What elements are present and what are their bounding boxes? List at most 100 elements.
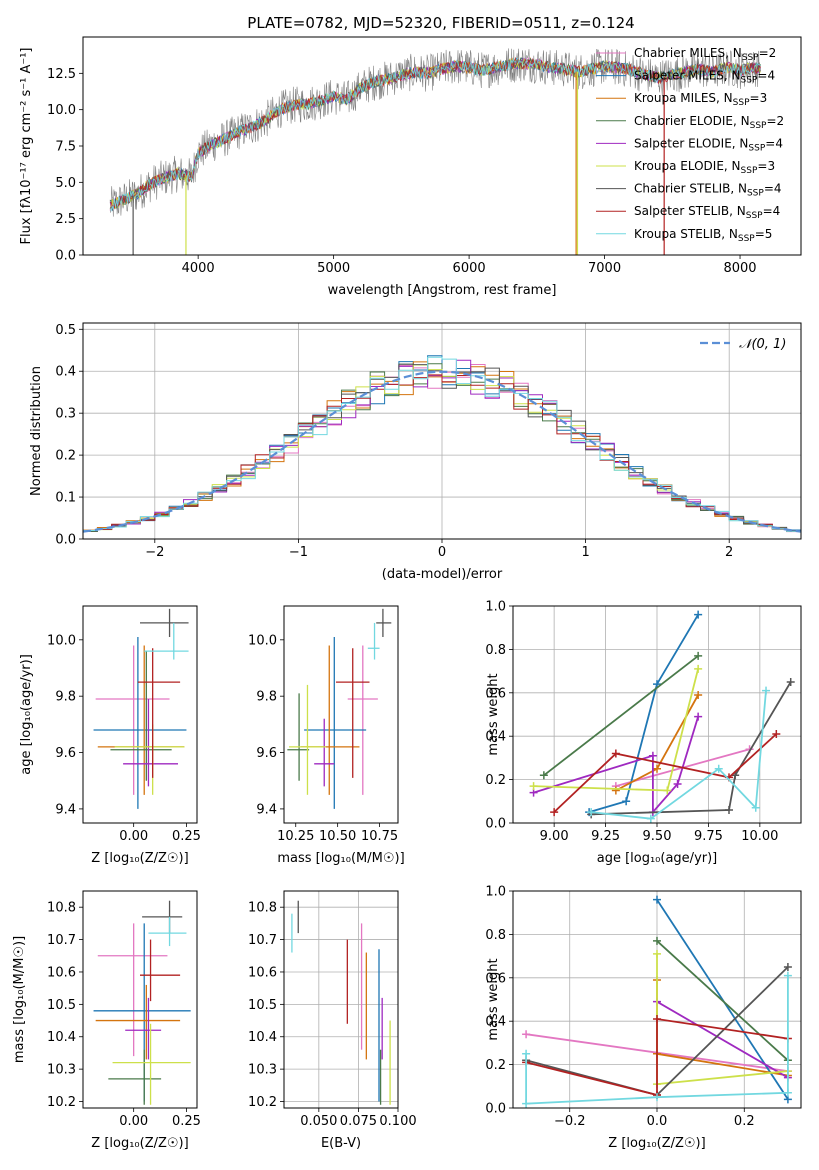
legend-entry: Chabrier STELIB, NSSP=4 xyxy=(596,182,782,199)
x-tick-label: 10.00 xyxy=(741,829,778,844)
y-tick-label: 10.3 xyxy=(248,1063,277,1078)
x-axis-label: E(B-V) xyxy=(321,1136,361,1151)
x-axis-label: (data-model)/error xyxy=(382,567,503,582)
plus-marker xyxy=(694,610,703,619)
plus-marker xyxy=(786,677,795,686)
plus-marker xyxy=(725,805,733,814)
error-bar-point xyxy=(123,699,178,787)
y-axis-label: mass weight xyxy=(486,673,501,755)
y-tick-label: 10.2 xyxy=(248,1095,277,1110)
mass-weight-line-salpeter-stelib xyxy=(553,733,777,813)
y-tick-label: 5.0 xyxy=(55,176,76,191)
plus-marker xyxy=(611,786,620,795)
error-bar-point xyxy=(144,622,189,660)
plus-marker xyxy=(694,651,703,660)
axes-frame xyxy=(82,890,198,1109)
error-bar-point xyxy=(95,645,170,795)
chart-age-vs-mass: 10.25 10.50 10.75 9.4 9.6 9.8 10.0 mass [log₁₀(… xyxy=(248,605,405,866)
legend-entry: Salpeter MILES, NSSP=4 xyxy=(596,69,775,86)
y-tick-label: 0.0 xyxy=(485,1102,506,1117)
legend-label: Salpeter MILES, NSSP=4 xyxy=(634,69,775,86)
axes-frame xyxy=(283,890,399,1109)
legend-entry: 𝒩(0, 1) xyxy=(700,337,786,352)
plus-marker xyxy=(694,690,703,699)
x-axis-label: Z [log₁₀(Z/Z☉)] xyxy=(91,1136,188,1151)
plus-marker xyxy=(653,936,661,945)
legend-label: Salpeter ELODIE, NSSP=4 xyxy=(634,136,783,153)
x-tick-label: −2 xyxy=(145,545,164,560)
y-tick-label: 10.8 xyxy=(47,901,76,916)
error-bar-point xyxy=(140,608,189,637)
y-tick-label: 0.4 xyxy=(55,365,76,380)
y-tick-label: 10.5 xyxy=(248,998,277,1013)
plus-marker xyxy=(783,971,792,980)
y-axis-label: Flux [fλ10⁻¹⁷ erg cm⁻² s⁻¹ A⁻¹] xyxy=(19,48,34,245)
error-bar-point xyxy=(376,608,392,637)
x-tick-label: 0.0 xyxy=(647,1114,668,1129)
y-tick-label: 1.0 xyxy=(485,600,506,615)
y-tick-label: 0.8 xyxy=(485,643,506,658)
error-bar-point xyxy=(287,693,310,781)
legend-entry: Kroupa MILES, NSSP=3 xyxy=(596,91,767,108)
x-axis-label: age [log₁₀(age/yr)] xyxy=(597,851,718,866)
plus-marker xyxy=(694,664,703,673)
x-tick-label: 0.2 xyxy=(734,1114,755,1129)
x-tick-label: 9.00 xyxy=(540,829,569,844)
error-bar-point xyxy=(108,1049,162,1105)
plus-marker xyxy=(783,1088,792,1097)
y-tick-label: 0.2 xyxy=(485,1058,506,1073)
x-axis-label: mass [log₁₀(M/M☉)] xyxy=(277,851,404,866)
legend-label: Kroupa STELIB, NSSP=5 xyxy=(634,227,772,244)
plus-marker xyxy=(653,895,661,904)
x-tick-label: 0.100 xyxy=(379,1114,416,1129)
plus-marker xyxy=(611,749,620,758)
plus-marker xyxy=(772,730,781,739)
plus-marker xyxy=(694,712,703,721)
x-tick-label: 0.075 xyxy=(340,1114,377,1129)
plus-marker xyxy=(783,962,792,971)
mass-weight-line-chabrier-elodie xyxy=(543,655,699,777)
chart-mass-vs-ebv: 0.050 0.075 0.100 10.2 10.3 10.4 10.5 10.6 10.7 1… xyxy=(248,890,417,1151)
x-tick-label: 0.00 xyxy=(119,1114,148,1129)
mass-weight-line-chabrier-elodie xyxy=(656,940,789,1061)
y-tick-label: 10.4 xyxy=(47,1030,76,1045)
error-bar-point xyxy=(125,997,162,1060)
x-tick-label: 9.50 xyxy=(643,829,672,844)
y-tick-label: 9.4 xyxy=(256,802,277,817)
chart-mass-weight-vs-age: 9.00 9.25 9.50 9.75 10.00 0.0 0.2 0.4 0.6 0.8 1.0 a… xyxy=(485,600,802,866)
chart-residual-histogram: −2 −1 0 1 2 0.0 0.1 0.2 0.3 0.4 0.5 (data-model)/er… xyxy=(29,322,802,582)
plus-marker xyxy=(653,949,661,958)
histogram-plot-area xyxy=(83,355,801,533)
plus-marker xyxy=(673,779,682,788)
mass-weight-vs-metallicity-plot-area xyxy=(522,895,792,1108)
y-axis-label: mass weight xyxy=(486,958,501,1040)
legend-label: Chabrier STELIB, NSSP=4 xyxy=(634,182,782,199)
spectrum-plot-area xyxy=(109,48,761,255)
plus-marker xyxy=(529,782,538,791)
plus-marker xyxy=(663,786,672,795)
y-tick-label: 10.8 xyxy=(248,901,277,916)
model-spectrum-line-kroupa-stelib xyxy=(109,57,761,212)
y-tick-label: 0.6 xyxy=(485,686,506,701)
plus-marker xyxy=(522,1049,531,1058)
x-tick-label: 8000 xyxy=(723,261,756,276)
error-bar-point xyxy=(304,637,367,809)
x-tick-label: 10.25 xyxy=(277,829,314,844)
x-tick-label: 9.25 xyxy=(591,829,620,844)
normal-distribution-curve xyxy=(83,370,801,533)
y-tick-label: 0.2 xyxy=(55,449,76,464)
legend-entry: Chabrier MILES, NSSP=2 xyxy=(596,46,776,63)
y-axis-label: Normed distribution xyxy=(29,366,44,496)
error-bar-point xyxy=(289,684,326,795)
error-bar-point xyxy=(367,622,380,660)
y-tick-label: 0.4 xyxy=(485,1015,506,1030)
plus-marker xyxy=(751,803,760,812)
axes-frame xyxy=(82,322,802,540)
legend-entry: Salpeter ELODIE, NSSP=4 xyxy=(596,136,783,153)
y-tick-label: 10.0 xyxy=(47,103,76,118)
legend-label: Kroupa ELODIE, NSSP=3 xyxy=(634,159,775,176)
y-tick-label: 0.1 xyxy=(55,491,76,506)
x-axis-label: wavelength [Angstrom, rest frame] xyxy=(328,283,557,298)
mass-vs-ebv-plot-area xyxy=(291,900,391,1105)
plus-marker xyxy=(762,686,771,695)
